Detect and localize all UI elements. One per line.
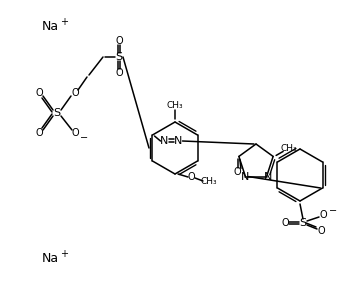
- Text: +: +: [60, 249, 68, 259]
- Text: +: +: [60, 17, 68, 27]
- Text: CH₃: CH₃: [167, 102, 183, 111]
- Text: O: O: [281, 218, 289, 228]
- Text: −: −: [80, 133, 88, 143]
- Text: CH₃: CH₃: [281, 144, 298, 153]
- Text: O: O: [233, 167, 241, 178]
- Text: Na: Na: [42, 19, 59, 33]
- Text: N: N: [241, 172, 250, 182]
- Text: O: O: [319, 210, 327, 220]
- Text: S: S: [115, 52, 122, 62]
- Text: CH₃: CH₃: [201, 178, 217, 187]
- Text: O: O: [35, 128, 43, 138]
- Text: O: O: [187, 172, 195, 182]
- Text: S: S: [53, 108, 61, 118]
- Text: O: O: [317, 226, 325, 236]
- Text: N: N: [174, 136, 183, 146]
- Text: O: O: [71, 128, 79, 138]
- Text: O: O: [115, 36, 123, 46]
- Text: O: O: [115, 68, 123, 78]
- Text: O: O: [71, 88, 79, 98]
- Text: S: S: [299, 218, 306, 228]
- Text: N: N: [263, 172, 272, 182]
- Text: −: −: [329, 206, 337, 216]
- Text: N: N: [160, 136, 169, 146]
- Text: Na: Na: [42, 251, 59, 265]
- Text: O: O: [35, 88, 43, 98]
